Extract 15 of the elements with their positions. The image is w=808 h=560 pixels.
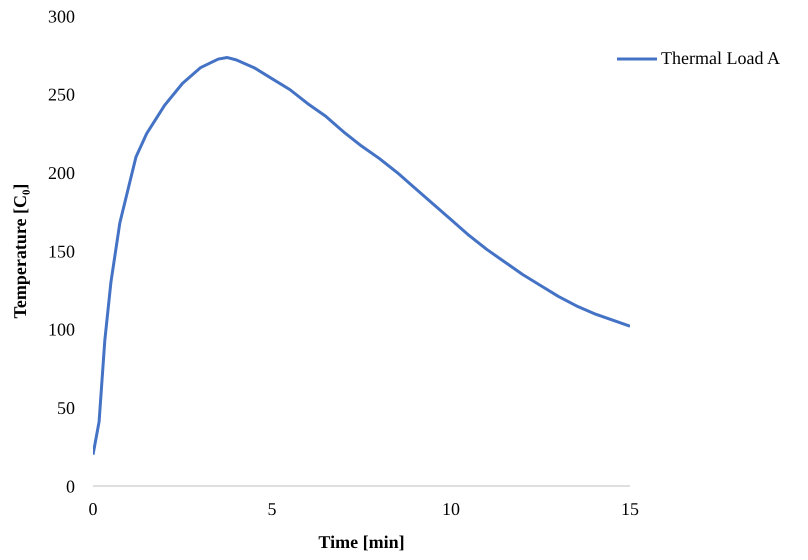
y-tick-label: 50	[57, 398, 75, 418]
y-tick-label: 150	[48, 241, 75, 262]
y-tick-label: 250	[48, 84, 75, 105]
legend-label: Thermal Load A	[661, 48, 780, 69]
y-tick-label: 0	[66, 476, 75, 496]
y-tick-label: 100	[48, 320, 75, 340]
line-series	[93, 56, 630, 456]
y-axis-title: Temperature [C₀]	[10, 184, 30, 318]
x-tick-label: 10	[442, 498, 460, 519]
y-tick-label: 200	[48, 163, 75, 184]
y-tick-label: 300	[48, 6, 75, 26]
x-tick-label: 0	[88, 498, 98, 519]
x-tick-label: 15	[621, 498, 640, 519]
x-axis-title: Time [min]	[318, 532, 405, 552]
x-tick-label: 5	[268, 498, 277, 519]
